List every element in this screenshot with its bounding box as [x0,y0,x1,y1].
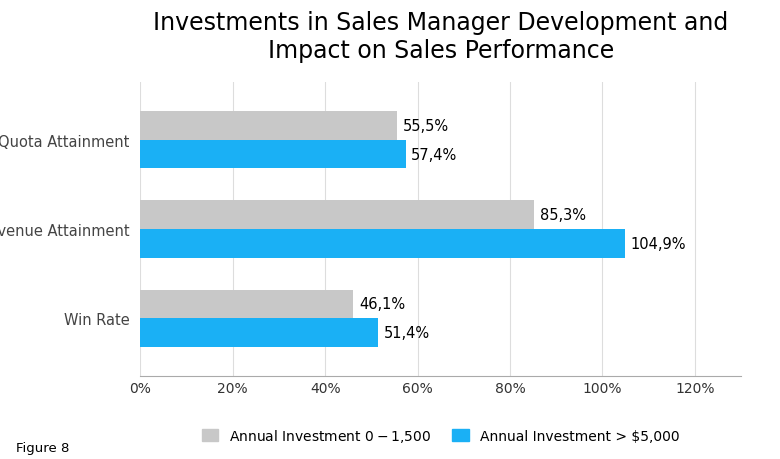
Text: 85,3%: 85,3% [540,208,586,223]
Bar [140,290,353,319]
Bar [140,140,406,169]
Text: 46,1%: 46,1% [359,297,405,312]
Bar [140,201,534,230]
Title: Investments in Sales Manager Development and
Impact on Sales Performance: Investments in Sales Manager Development… [153,11,729,63]
Text: 57,4%: 57,4% [411,147,457,162]
Text: 51,4%: 51,4% [384,325,430,340]
Bar [140,319,378,347]
Legend: Annual Investment $0 - $1,500, Annual Investment > $5,000: Annual Investment $0 - $1,500, Annual In… [196,421,686,449]
Bar [140,230,625,258]
Text: 55,5%: 55,5% [402,119,448,134]
Bar [140,112,397,140]
Text: 104,9%: 104,9% [630,236,686,251]
Text: Figure 8: Figure 8 [16,442,69,454]
